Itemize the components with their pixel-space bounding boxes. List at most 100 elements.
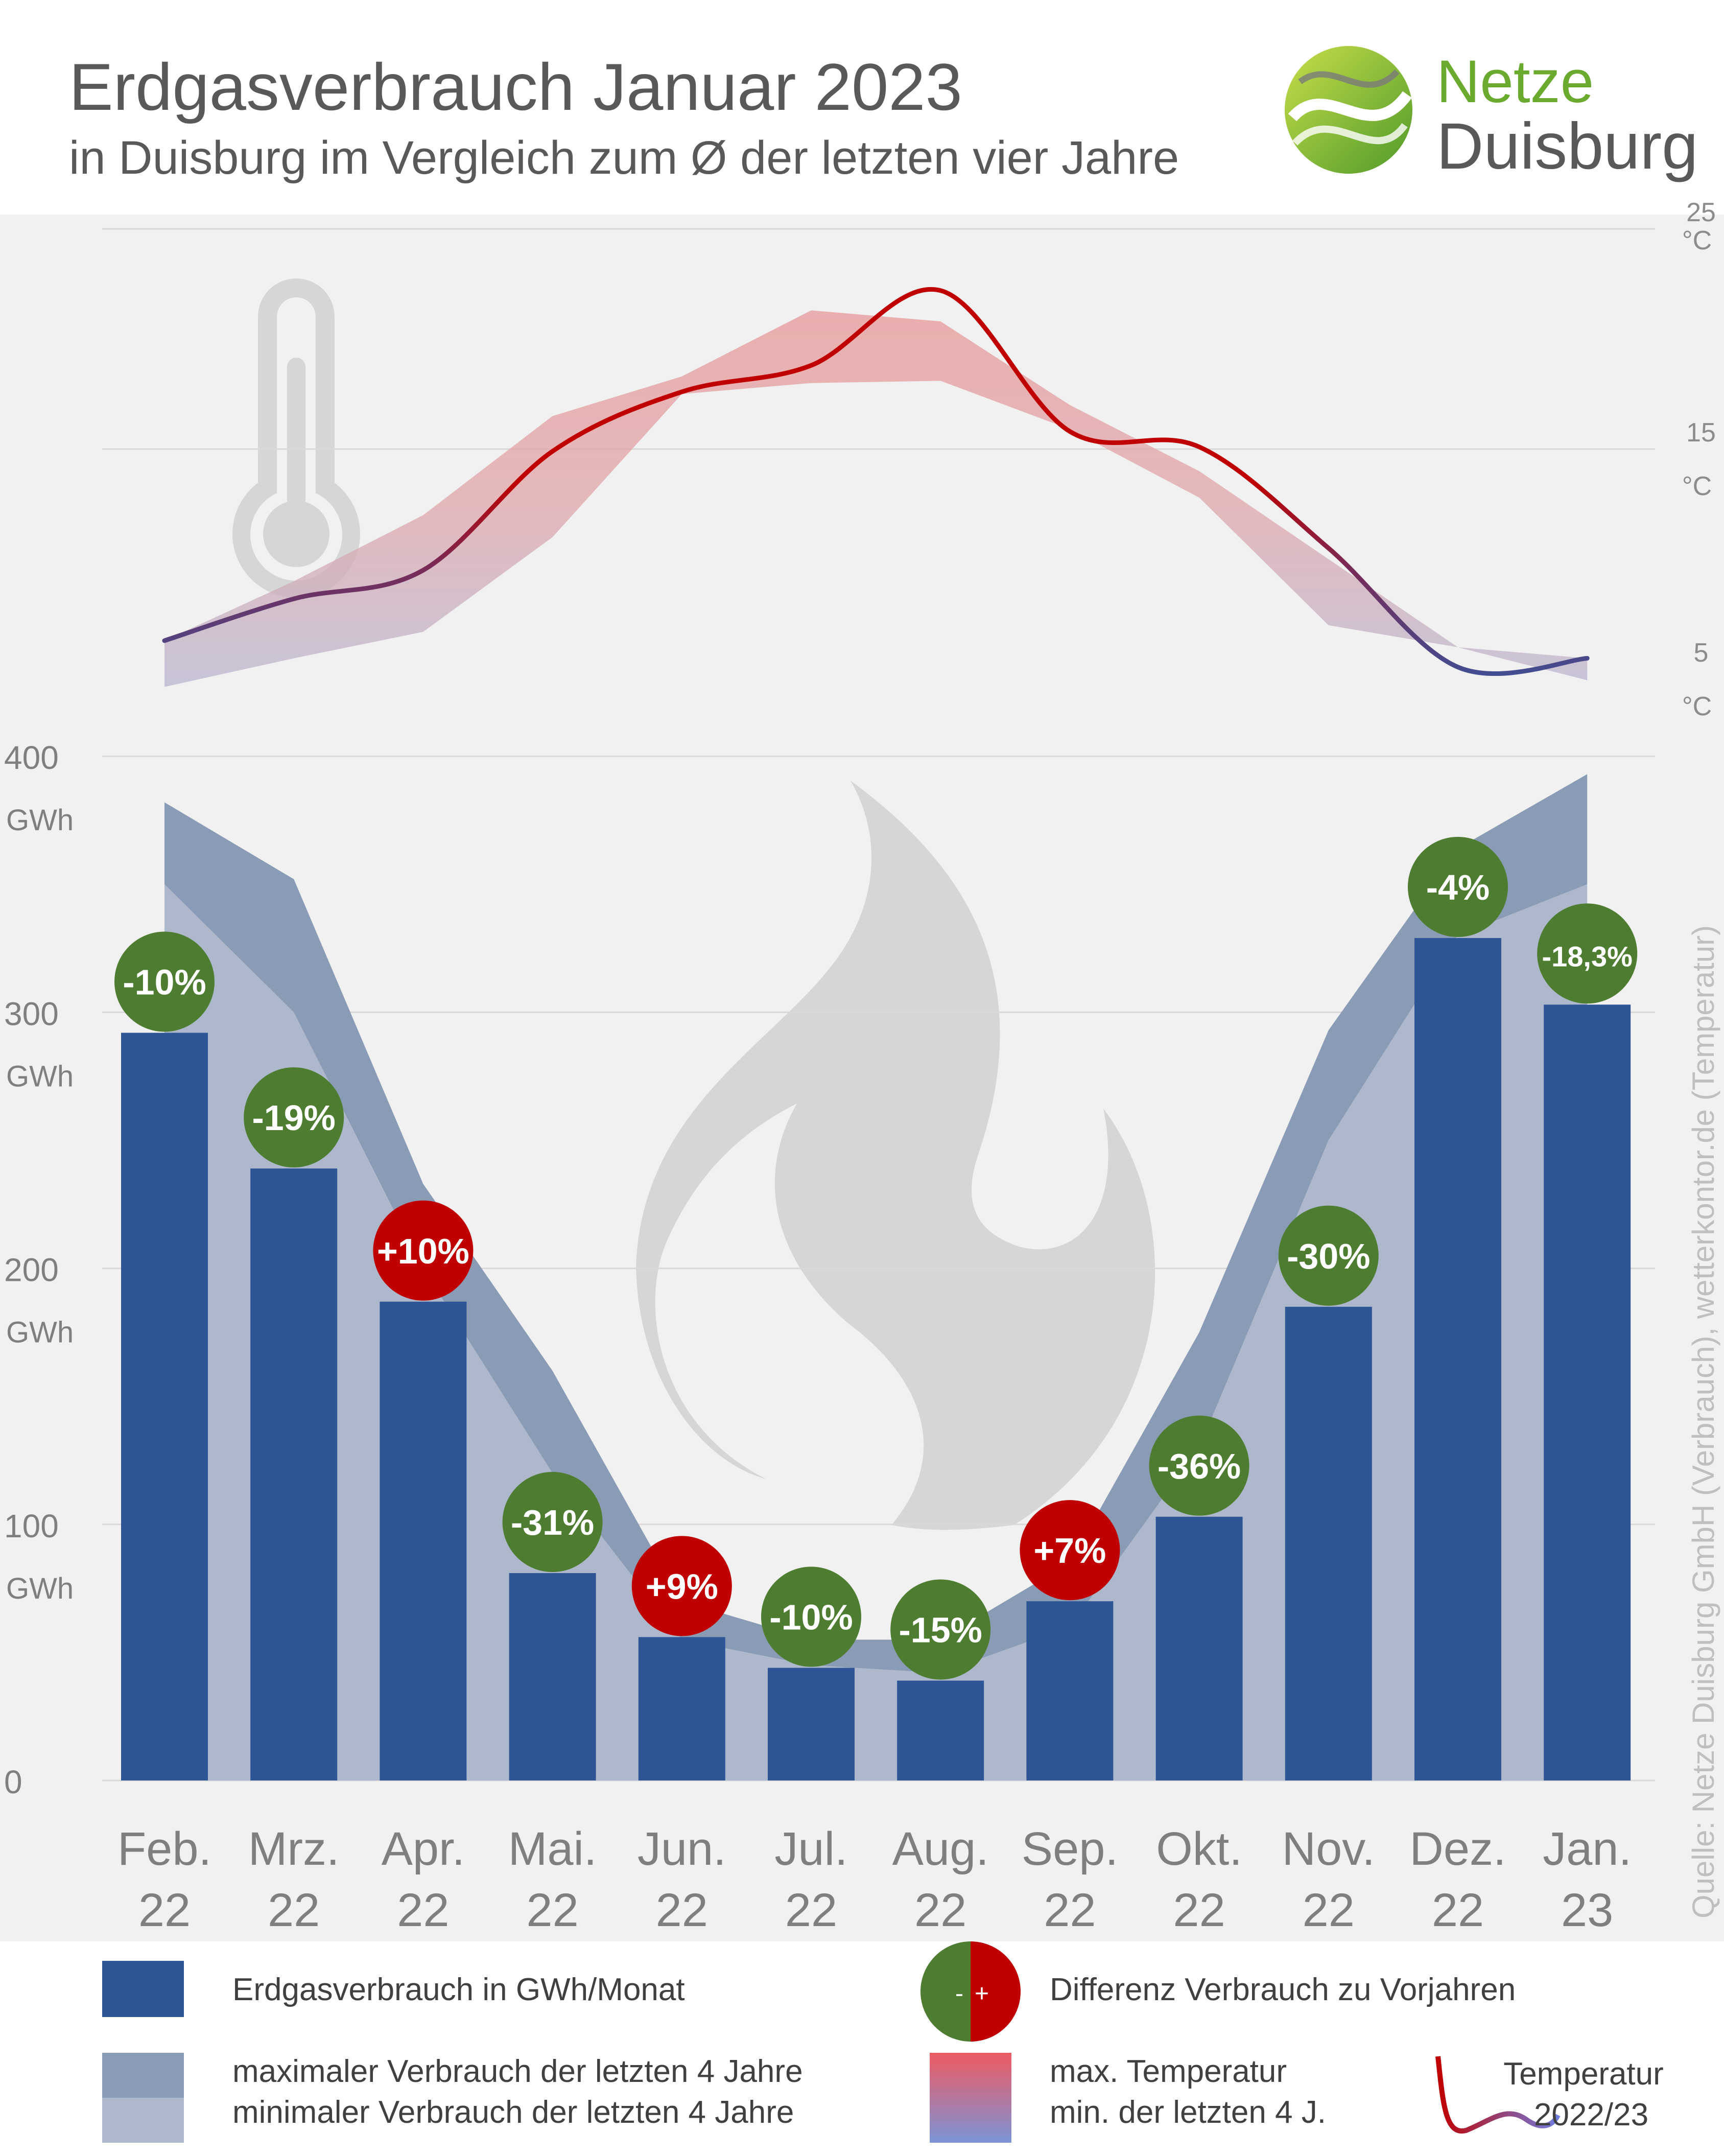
consumption-bars: [121, 938, 1631, 1780]
difference-label: -15%: [899, 1610, 982, 1650]
difference-badges: -10% -19% +10% -31% +9% -10% -15% +7% -36% -30% -4…: [114, 837, 1638, 1680]
energy-tick-label: 200: [4, 1252, 59, 1288]
difference-badge: [502, 1472, 603, 1573]
year-label: 23: [1561, 1884, 1613, 1936]
month-label: Dez.: [1409, 1823, 1506, 1875]
legend-consumption-label: Erdgasverbrauch in GWh/Monat: [232, 1972, 685, 2007]
temperature-tick-label: 25: [1686, 198, 1716, 227]
difference-label: -10%: [769, 1597, 853, 1637]
legend-difference-badge-icon: - +: [920, 1941, 1021, 2042]
temperature-unit-label: °C: [1682, 226, 1712, 255]
consumption-bar: [1155, 1516, 1243, 1780]
consumption-bar: [250, 1168, 338, 1780]
temperature-unit-label: °C: [1682, 692, 1712, 721]
energy-tick-label: 0: [4, 1764, 22, 1800]
legend-min-label: minimaler Verbrauch der letzten 4 Jahre: [232, 2095, 794, 2130]
legend-temp-min-label: min. der letzten 4 J.: [1050, 2095, 1326, 2130]
month-label: Mrz.: [248, 1823, 340, 1875]
temperature-range-band: [164, 310, 1588, 687]
month-label: Feb.: [117, 1823, 211, 1875]
month-label: Jun.: [637, 1823, 726, 1875]
difference-label: -36%: [1158, 1446, 1241, 1486]
difference-label: -18,3%: [1542, 940, 1632, 972]
temperature-axis: 5°C15°C25°C: [1682, 198, 1716, 721]
energy-unit-label: GWh: [6, 1316, 74, 1349]
legend-temperature-year-label: 2022/23: [1534, 2097, 1648, 2132]
temperature-tick-label: 5: [1694, 638, 1709, 668]
month-label: Jul.: [774, 1823, 847, 1875]
difference-badge: [761, 1566, 861, 1667]
month-label: Mai.: [508, 1823, 597, 1875]
legend-temperature-line-icon: [1435, 2056, 1561, 2134]
difference-badge: [1408, 837, 1508, 938]
month-label: Jan.: [1543, 1823, 1632, 1875]
year-label: 22: [914, 1884, 966, 1936]
page-subtitle: in Duisburg im Vergleich zum Ø der letzt…: [69, 132, 1179, 184]
year-label: 22: [397, 1884, 449, 1936]
svg-text:+: +: [975, 1980, 989, 2007]
difference-label: -10%: [123, 962, 206, 1002]
legend-consumption-swatch: [102, 1961, 184, 2017]
consumption-bar: [1544, 1004, 1631, 1780]
month-axis: Feb. 22 Mrz. 22 Apr. 22 Mai. 22 Jun. 22 Jul. 22 Aug.…: [117, 1823, 1632, 1936]
consumption-bar: [121, 1033, 208, 1780]
energy-unit-label: GWh: [6, 1060, 74, 1093]
consumption-bar: [380, 1301, 467, 1780]
month-label: Nov.: [1282, 1823, 1375, 1875]
legend-difference-label: Differenz Verbrauch zu Vorjahren: [1050, 1972, 1516, 2007]
consumption-bar: [1414, 938, 1501, 1780]
energy-unit-label: GWh: [6, 1572, 74, 1605]
difference-badge: [244, 1067, 344, 1168]
difference-label: -31%: [511, 1503, 594, 1542]
difference-badge: [1149, 1415, 1249, 1516]
legend-max-band-swatch: [102, 2053, 184, 2098]
temperature-band: [164, 310, 1588, 687]
legend-max-label: maximaler Verbrauch der letzten 4 Jahre: [232, 2054, 803, 2089]
energy-tick-label: 100: [4, 1508, 59, 1544]
temperature-line: [162, 287, 1590, 676]
difference-label: -19%: [252, 1098, 335, 1138]
month-label: Sep.: [1022, 1823, 1118, 1875]
month-label: Okt.: [1156, 1823, 1242, 1875]
header-background: [0, 0, 1724, 215]
temperature-series-line: [162, 287, 1590, 676]
temperature-unit-label: °C: [1682, 472, 1712, 501]
logo-text-duisburg: Duisburg: [1436, 110, 1698, 183]
year-label: 22: [656, 1884, 708, 1936]
svg-text:-: -: [955, 1980, 963, 2007]
year-label: 22: [138, 1884, 191, 1936]
legend-temp-max-label: max. Temperatur: [1050, 2054, 1287, 2089]
year-label: 22: [1044, 1884, 1096, 1936]
difference-label: +7%: [1033, 1531, 1106, 1571]
difference-label: -4%: [1426, 868, 1490, 907]
temperature-tick-label: 15: [1686, 418, 1716, 448]
difference-badge: [631, 1536, 732, 1636]
year-label: 22: [1303, 1884, 1355, 1936]
consumption-bar: [897, 1680, 984, 1780]
energy-unit-label: GWh: [6, 804, 74, 837]
consumption-bar: [1026, 1601, 1114, 1780]
flame-icon: [636, 781, 1155, 1530]
difference-badge: [1278, 1205, 1379, 1306]
legend-temperature-line-label: Temperatur: [1503, 2056, 1664, 2092]
source-note: Quelle: Netze Duisburg GmbH (Verbrauch),…: [1686, 925, 1720, 1918]
page-title: Erdgasverbrauch Januar 2023: [69, 50, 962, 124]
year-label: 22: [268, 1884, 320, 1936]
difference-label: -30%: [1287, 1236, 1370, 1276]
difference-badge: [373, 1200, 474, 1301]
legend: Erdgasverbrauch in GWh/Monat - + Differe…: [102, 1941, 1664, 2143]
legend-temperature-band-swatch: [930, 2053, 1011, 2143]
consumption-bar: [768, 1668, 855, 1780]
difference-label: +10%: [377, 1231, 469, 1271]
thermometer-icon: [232, 278, 360, 598]
difference-badge: [1020, 1500, 1120, 1601]
year-label: 22: [1432, 1884, 1484, 1936]
consumption-bar: [638, 1637, 725, 1780]
netze-duisburg-logo: Netze Duisburg: [1285, 46, 1698, 183]
difference-label: +9%: [646, 1566, 718, 1606]
difference-badge: [114, 931, 215, 1032]
consumption-bar: [509, 1573, 596, 1780]
month-label: Apr.: [382, 1823, 465, 1875]
difference-badge: [890, 1579, 991, 1680]
